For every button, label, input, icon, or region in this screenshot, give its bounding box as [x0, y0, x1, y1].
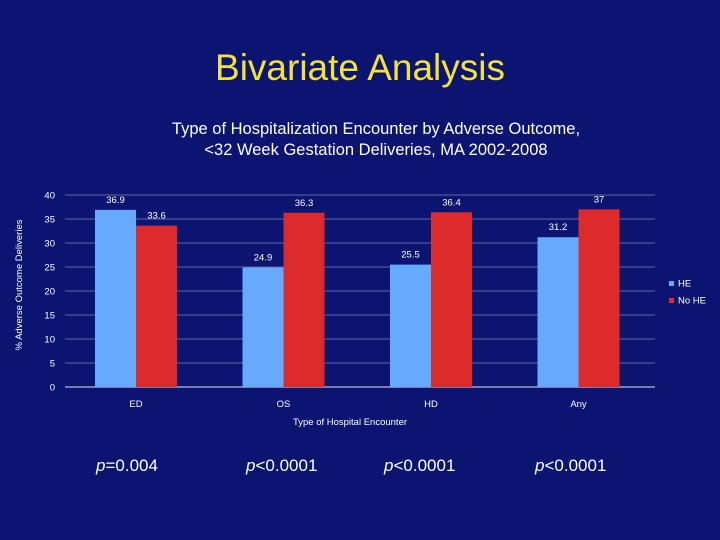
p-value-any: p<0.0001	[535, 456, 606, 476]
y-tick-label: 40	[44, 191, 55, 202]
x-tick-label: OS	[277, 399, 291, 410]
p-value-text: =0.004	[105, 456, 158, 475]
y-tick-label: 10	[44, 335, 55, 346]
bar	[242, 267, 284, 387]
data-label: 36.3	[295, 198, 314, 209]
chart-subtitle: <32 Week Gestation Deliveries, MA 2002-2…	[204, 141, 547, 159]
slide-title: Bivariate Analysis	[215, 47, 505, 88]
y-tick-label: 20	[44, 287, 55, 298]
p-value-hd: p<0.0001	[384, 456, 455, 476]
x-tick-label: Any	[570, 399, 587, 410]
bar	[537, 237, 579, 387]
x-tick-label: HD	[424, 399, 438, 410]
legend: HE No HE	[669, 279, 706, 307]
y-tick-label: 35	[44, 215, 55, 226]
legend-swatch	[669, 281, 674, 286]
p-value-os: p<0.0001	[246, 456, 317, 476]
bar	[390, 264, 431, 387]
bar	[578, 209, 620, 387]
y-tick-label: 0	[50, 383, 55, 394]
data-label: 33.6	[147, 211, 166, 222]
y-tick-label: 30	[44, 239, 55, 250]
p-value-text: <0.0001	[255, 456, 318, 475]
p-value-prefix: p	[384, 456, 394, 475]
y-tick-label: 25	[44, 263, 55, 274]
data-label: 36.9	[106, 195, 125, 206]
bar	[136, 225, 177, 387]
x-axis-label: Type of Hospital Encounter	[293, 417, 407, 428]
data-label: 24.9	[254, 252, 273, 263]
data-label: 37	[594, 194, 605, 205]
p-value-prefix: p	[246, 456, 256, 475]
chart-title: Type of Hospitalization Encounter by Adv…	[172, 120, 580, 138]
p-value-prefix: p	[96, 456, 106, 475]
p-value-prefix: p	[535, 456, 545, 475]
legend-label: No HE	[678, 296, 706, 307]
data-label: 31.2	[549, 222, 568, 233]
data-label: 25.5	[401, 250, 420, 261]
bar	[283, 212, 325, 387]
y-axis-label: % Adverse Outcome Deliveries	[14, 219, 25, 350]
x-tick-label: ED	[129, 399, 142, 410]
p-value-ed: p=0.004	[96, 456, 158, 476]
legend-label: HE	[678, 279, 691, 290]
legend-swatch	[669, 298, 674, 303]
p-value-text: <0.0001	[393, 456, 456, 475]
y-tick-label: 15	[44, 311, 55, 322]
data-label: 36.4	[442, 197, 461, 208]
y-tick-label: 5	[50, 359, 55, 370]
bar	[431, 212, 472, 387]
p-value-text: <0.0001	[544, 456, 607, 475]
bar	[95, 209, 136, 387]
